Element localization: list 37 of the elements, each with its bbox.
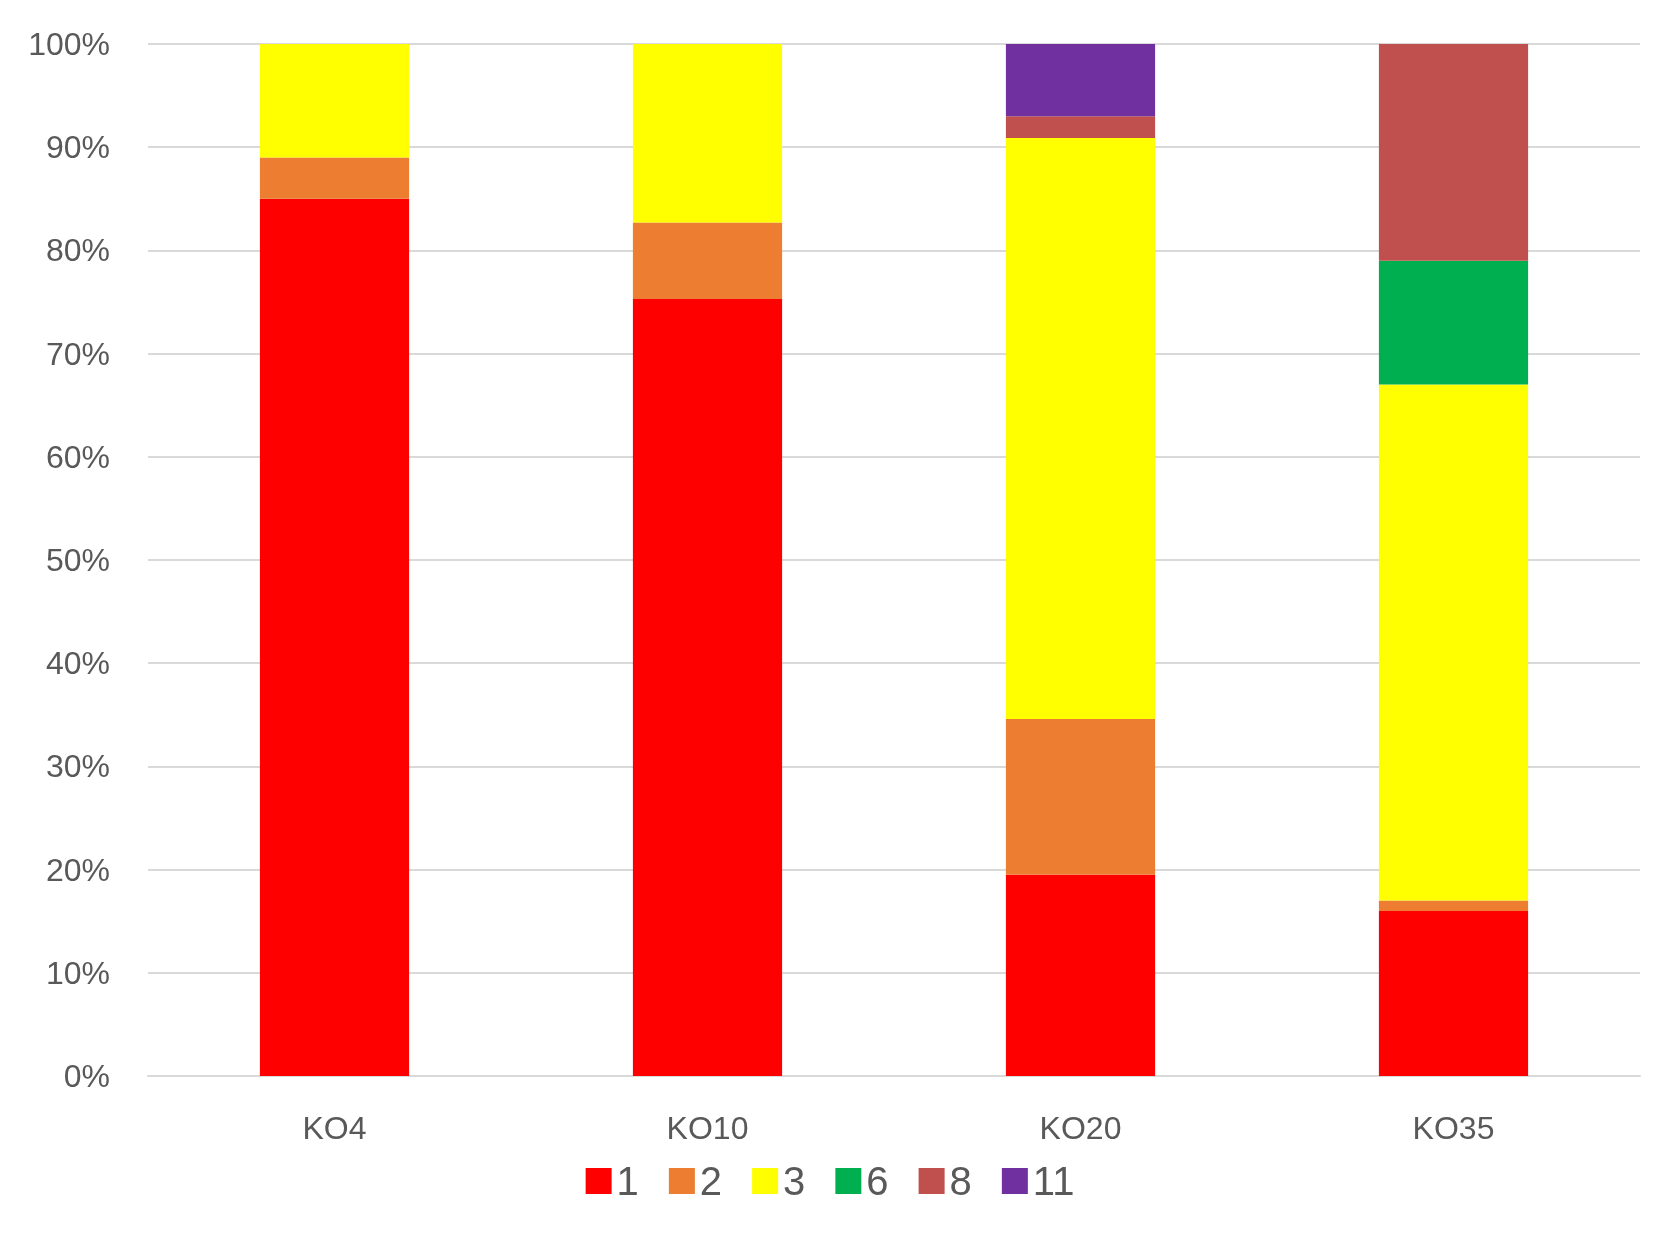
y-tick-label: 60% <box>45 438 110 475</box>
y-tick-label: 70% <box>45 335 110 372</box>
bar <box>1378 260 1529 385</box>
y-tick-label: 80% <box>45 232 110 269</box>
legend-label: 2 <box>699 1159 723 1203</box>
bar <box>1005 137 1156 719</box>
legend-label: 1 <box>616 1159 639 1203</box>
bar <box>259 198 410 1076</box>
bar <box>1378 384 1529 901</box>
legend-label: 3 <box>783 1159 806 1203</box>
y-tick-label: 10% <box>45 954 110 991</box>
legend-label: 11 <box>1032 1159 1075 1203</box>
y-tick-label: 20% <box>45 851 110 888</box>
y-tick-label: 30% <box>45 748 110 785</box>
y-tick-label: 100% <box>28 26 110 62</box>
y-tick-label: 40% <box>45 645 110 682</box>
bar <box>1005 874 1156 1076</box>
y-tick-label: 50% <box>45 542 110 578</box>
y-tick-label: 90% <box>45 129 110 166</box>
bar <box>632 222 783 299</box>
bar <box>632 298 783 1076</box>
y-tick-label: 0% <box>63 1058 110 1094</box>
x-tick-label: KO4 <box>302 1110 367 1146</box>
bar <box>259 44 410 158</box>
x-tick-label: KO20 <box>1039 1110 1122 1146</box>
bar <box>1378 910 1529 1076</box>
legend-label: 8 <box>949 1159 972 1203</box>
x-tick-label: KO35 <box>1412 1110 1495 1146</box>
bar <box>1005 116 1156 138</box>
bar <box>259 157 410 199</box>
bar <box>1378 900 1529 911</box>
legend-label: 6 <box>866 1159 889 1203</box>
bar <box>1378 44 1529 261</box>
bar <box>632 44 783 223</box>
bar <box>1005 718 1156 875</box>
bar <box>1005 44 1156 117</box>
x-tick-label: KO10 <box>666 1110 749 1146</box>
